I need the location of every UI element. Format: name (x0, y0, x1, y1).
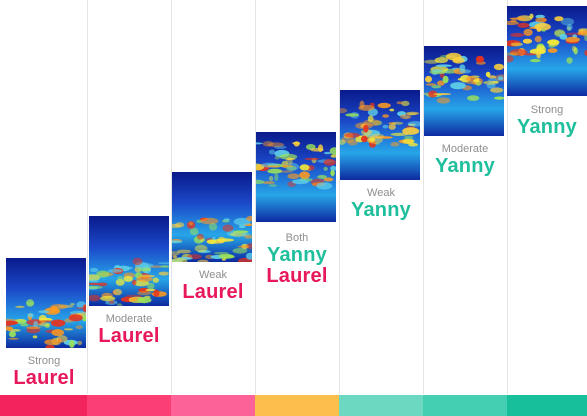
color-bar-segment (423, 395, 507, 416)
column-label: Strong Laurel (1, 355, 87, 389)
color-bar-segment (0, 395, 87, 416)
color-bar-segment (87, 395, 171, 416)
spectrogram-image (424, 46, 504, 136)
spectrogram-image (6, 258, 86, 348)
word-laurel: Laurel (266, 265, 328, 287)
column-label: Weak Laurel (170, 269, 256, 303)
color-bar-segment (255, 395, 339, 416)
word-yanny: Yanny (435, 155, 495, 177)
column-divider (339, 0, 340, 394)
column-label: Both Yanny Laurel (254, 232, 340, 287)
word-yanny: Yanny (517, 116, 577, 138)
column-divider (255, 0, 256, 394)
word-laurel: Laurel (98, 325, 160, 347)
word-laurel: Laurel (182, 281, 244, 303)
column-divider (423, 0, 424, 394)
strength-label: Weak (367, 187, 395, 199)
word-yanny: Yanny (267, 244, 327, 266)
spectrogram-image (340, 90, 420, 180)
column-label: Strong Yanny (504, 104, 587, 138)
color-bar-segment (507, 395, 587, 416)
spectrogram-image (172, 172, 252, 262)
spectrogram-image (256, 132, 336, 222)
strength-label: Strong (530, 104, 564, 116)
column-divider (171, 0, 172, 394)
column-label: Moderate Laurel (86, 313, 172, 347)
strength-label: Moderate (105, 313, 153, 325)
strength-label: Weak (199, 269, 227, 281)
color-bar-segment (339, 395, 423, 416)
strength-label: Both (285, 232, 309, 244)
strength-label: Strong (27, 355, 61, 367)
color-bar-segment (171, 395, 255, 416)
word-yanny: Yanny (351, 199, 411, 221)
column-label: Moderate Yanny (422, 143, 508, 177)
strength-label: Moderate (441, 143, 489, 155)
column-divider (87, 0, 88, 394)
column-label: Weak Yanny (338, 187, 424, 221)
spectrogram-image (507, 6, 587, 96)
column-divider (507, 0, 508, 394)
word-laurel: Laurel (13, 367, 75, 389)
spectrogram-image (89, 216, 169, 306)
